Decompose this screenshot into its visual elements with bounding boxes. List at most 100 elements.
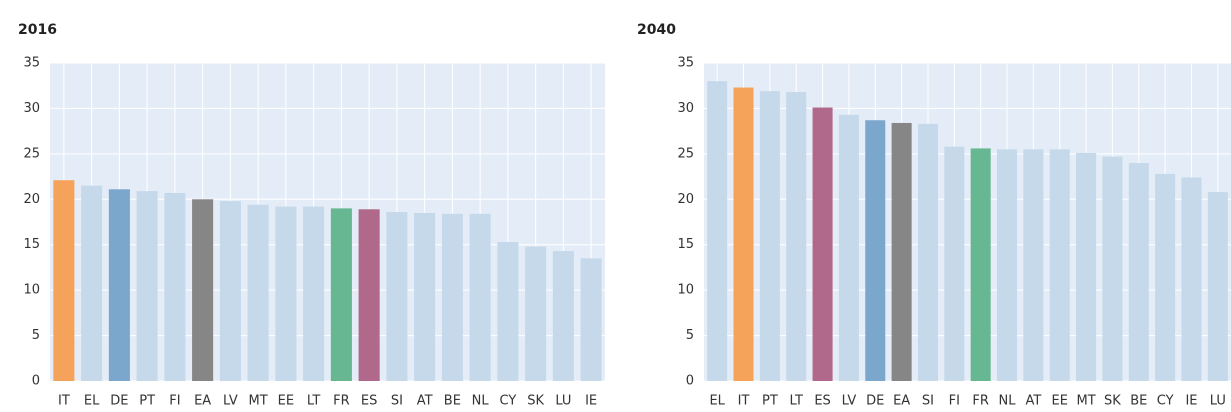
x-tick-label: DE	[866, 394, 884, 409]
x-tick-label: BE	[444, 394, 461, 409]
bar	[441, 213, 463, 381]
bar	[414, 212, 436, 381]
y-tick-label: 15	[677, 237, 694, 252]
bar	[1181, 177, 1202, 381]
x-tick-label: LU	[555, 394, 571, 409]
y-tick-label: 25	[23, 146, 40, 161]
y-tick-label: 10	[677, 283, 694, 298]
bar	[1076, 152, 1097, 381]
plot-background	[704, 63, 1231, 381]
x-tick-label: ES	[814, 394, 830, 409]
x-tick-label: EA	[893, 394, 910, 409]
y-tick-label: 10	[23, 283, 40, 298]
x-tick-label: PT	[762, 394, 778, 409]
bar	[1155, 173, 1176, 381]
y-tick-label: 35	[23, 56, 40, 71]
bar	[970, 148, 991, 381]
x-tick-label: EE	[1052, 394, 1068, 409]
x-tick-label: CY	[499, 394, 516, 409]
x-tick-label: IE	[585, 394, 597, 409]
bar	[1049, 149, 1070, 381]
bar	[733, 87, 754, 381]
bar	[997, 149, 1018, 381]
x-tick-label: NL	[999, 394, 1017, 409]
x-tick-label: LV	[842, 394, 857, 409]
x-tick-label: FI	[169, 394, 180, 409]
y-tick-label: 15	[23, 237, 40, 252]
chart-title: 2016	[18, 22, 57, 38]
bar	[247, 204, 269, 381]
bar	[812, 107, 833, 382]
y-tick-label: 0	[32, 374, 40, 389]
bar	[386, 212, 408, 381]
bar	[786, 92, 807, 382]
x-tick-label: LT	[307, 394, 320, 409]
x-tick-label: LT	[790, 394, 803, 409]
y-tick-label: 20	[23, 192, 40, 207]
bar	[580, 258, 602, 381]
x-tick-label: EA	[194, 394, 211, 409]
y-tick-label: 20	[677, 192, 694, 207]
x-tick-label: SK	[1104, 394, 1121, 409]
y-tick-label: 0	[686, 374, 694, 389]
x-tick-label: NL	[472, 394, 490, 409]
x-tick-label: EL	[84, 394, 100, 409]
x-tick-label: LU	[1210, 394, 1226, 409]
y-tick-label: 5	[32, 328, 40, 343]
x-tick-label: LV	[223, 394, 238, 409]
bar	[108, 189, 130, 381]
bar	[358, 209, 380, 381]
x-tick-label: BE	[1130, 394, 1147, 409]
x-tick-label: ES	[361, 394, 377, 409]
x-tick-label: IE	[1185, 394, 1197, 409]
bar	[275, 206, 297, 381]
x-tick-label: AT	[1025, 394, 1041, 409]
bar	[81, 185, 103, 381]
bar	[838, 114, 859, 381]
bar	[219, 201, 241, 381]
y-tick-label: 25	[677, 146, 694, 161]
bar	[192, 199, 214, 381]
x-tick-label: EL	[709, 394, 725, 409]
bar	[497, 241, 519, 381]
bar	[1023, 149, 1044, 381]
chart-title: 2040	[637, 22, 676, 38]
bar	[707, 81, 728, 382]
x-tick-label: MT	[1076, 394, 1095, 409]
x-tick-label: PT	[139, 394, 155, 409]
bar	[1207, 192, 1228, 381]
bar	[1128, 162, 1149, 381]
x-tick-label: IT	[738, 394, 750, 409]
y-tick-label: 35	[677, 56, 694, 71]
x-tick-label: FR	[333, 394, 350, 409]
bar	[164, 192, 186, 381]
bar	[759, 91, 780, 381]
x-tick-label: AT	[417, 394, 433, 409]
bar	[330, 208, 352, 381]
x-tick-label: CY	[1157, 394, 1174, 409]
x-tick-label: FI	[949, 394, 960, 409]
plot-background	[50, 63, 605, 381]
x-tick-label: DE	[110, 394, 128, 409]
bar	[469, 213, 491, 381]
bar	[917, 123, 938, 382]
x-tick-label: SI	[922, 394, 934, 409]
x-tick-label: EE	[278, 394, 294, 409]
bar	[865, 120, 886, 382]
x-tick-label: SK	[527, 394, 544, 409]
y-tick-label: 30	[677, 101, 694, 116]
x-tick-label: IT	[58, 394, 70, 409]
x-tick-label: SI	[391, 394, 403, 409]
bar	[1102, 156, 1123, 381]
bar	[136, 191, 158, 381]
y-tick-label: 5	[686, 328, 694, 343]
bar	[944, 146, 965, 381]
x-tick-label: MT	[249, 394, 268, 409]
bar	[303, 206, 325, 381]
bar	[891, 122, 912, 382]
x-tick-label: FR	[972, 394, 989, 409]
y-tick-label: 30	[23, 101, 40, 116]
bar	[525, 246, 547, 381]
bar	[53, 180, 75, 381]
